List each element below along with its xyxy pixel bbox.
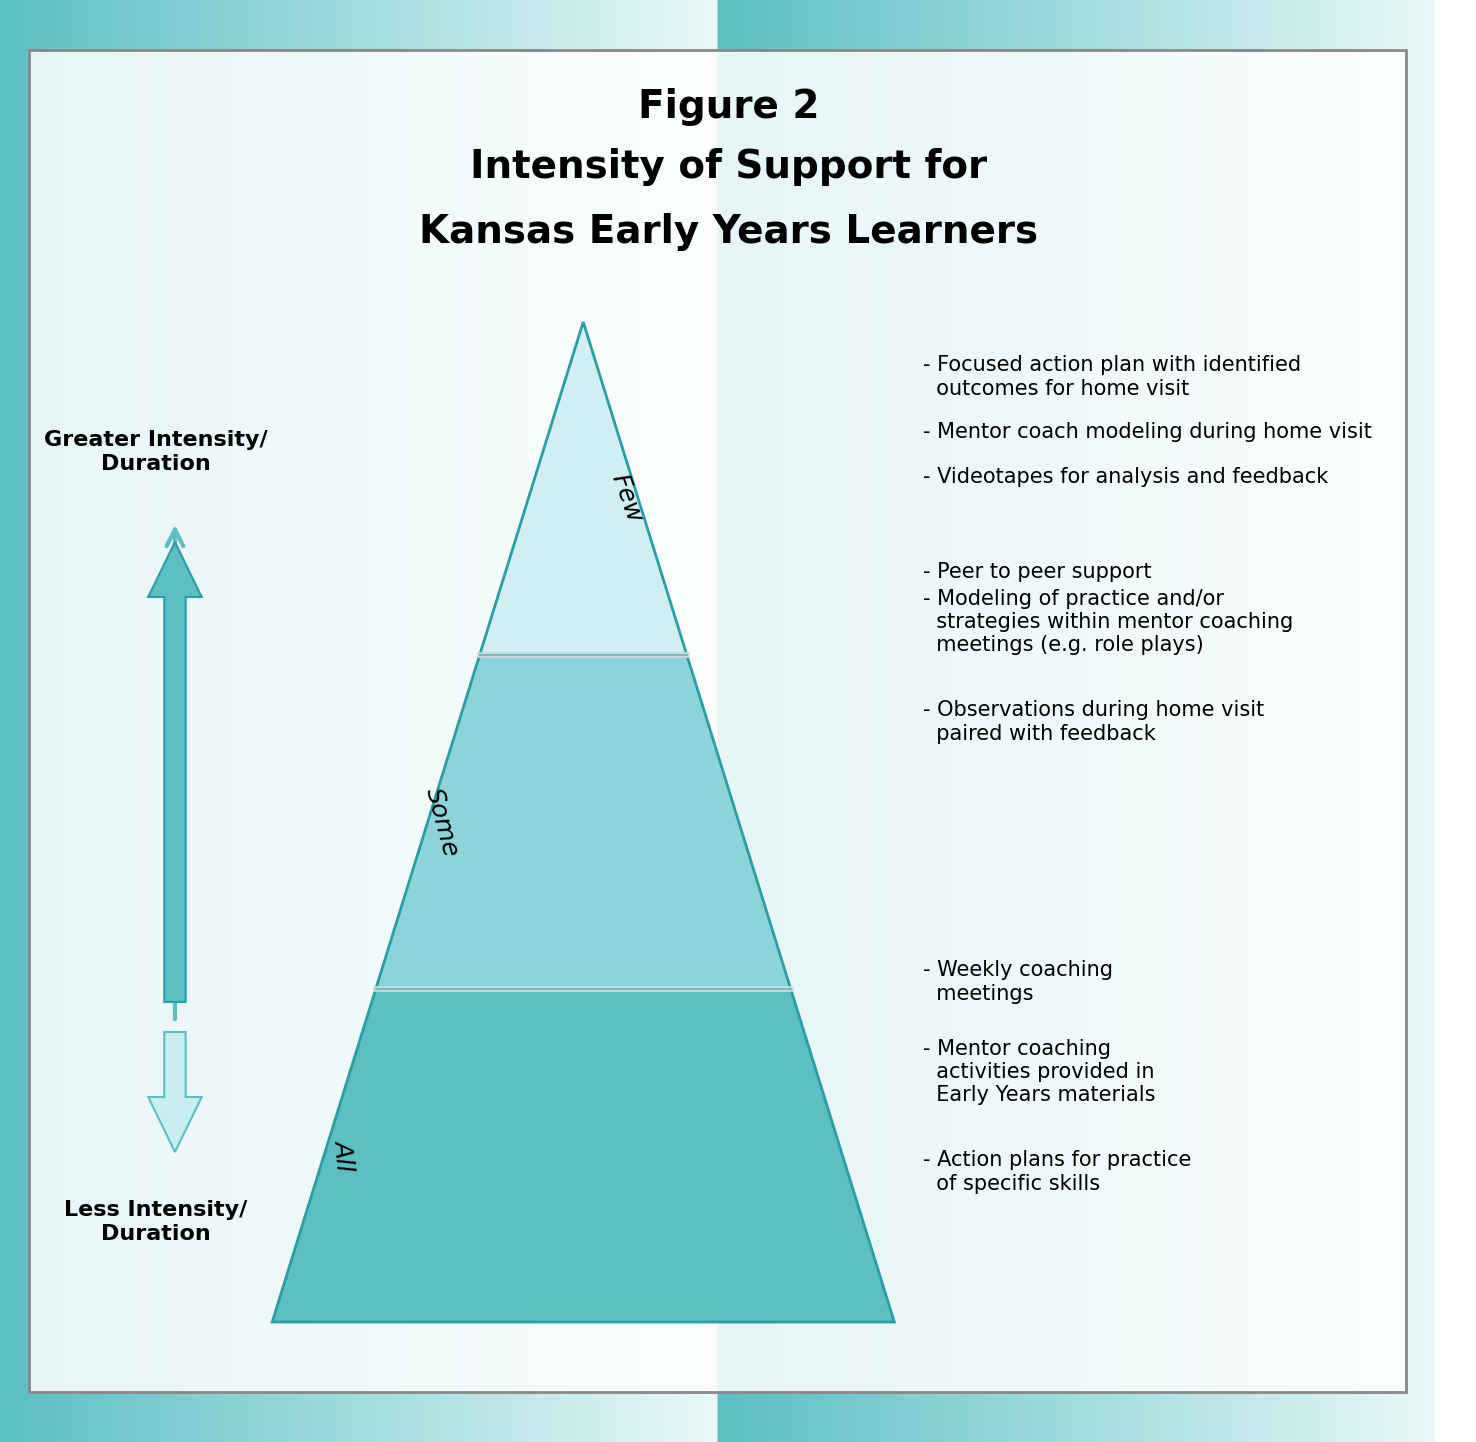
Text: - Observations during home visit
  paired with feedback: - Observations during home visit paired …	[924, 701, 1265, 744]
Text: Intensity of Support for: Intensity of Support for	[471, 149, 987, 186]
Text: Few: Few	[607, 472, 646, 526]
Text: Less Intensity/
Duration: Less Intensity/ Duration	[63, 1200, 246, 1243]
Text: - Mentor coach modeling during home visit: - Mentor coach modeling during home visi…	[924, 423, 1373, 443]
Text: Kansas Early Years Learners: Kansas Early Years Learners	[419, 213, 1039, 251]
Text: - Mentor coaching
  activities provided in
  Early Years materials: - Mentor coaching activities provided in…	[924, 1038, 1156, 1105]
FancyArrow shape	[148, 542, 202, 1002]
Text: Some: Some	[422, 784, 463, 859]
Text: - Peer to peer support: - Peer to peer support	[924, 562, 1153, 583]
Text: - Weekly coaching
  meetings: - Weekly coaching meetings	[924, 960, 1113, 1004]
FancyArrow shape	[148, 1032, 202, 1152]
Text: All: All	[331, 1139, 357, 1172]
Text: Greater Intensity/
Duration: Greater Intensity/ Duration	[44, 430, 267, 473]
Text: - Modeling of practice and/or
  strategies within mentor coaching
  meetings (e.: - Modeling of practice and/or strategies…	[924, 588, 1294, 655]
Text: - Action plans for practice
  of specific skills: - Action plans for practice of specific …	[924, 1151, 1191, 1194]
Text: Figure 2: Figure 2	[638, 88, 819, 125]
Polygon shape	[376, 655, 791, 989]
Text: - Focused action plan with identified
  outcomes for home visit: - Focused action plan with identified ou…	[924, 355, 1302, 398]
Polygon shape	[480, 322, 686, 655]
Polygon shape	[272, 989, 894, 1322]
Text: - Videotapes for analysis and feedback: - Videotapes for analysis and feedback	[924, 467, 1328, 487]
